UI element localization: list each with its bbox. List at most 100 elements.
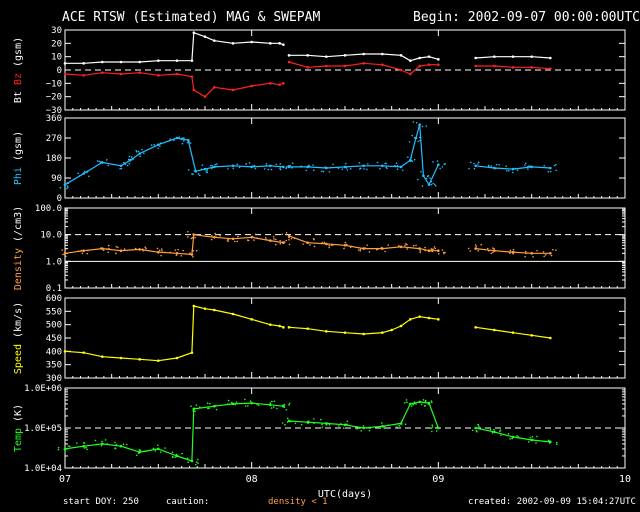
phi-point-scatter [106,159,108,161]
density-point-scatter [524,255,526,258]
temp-point-scatter [197,462,199,465]
temp-point-scatter [145,450,147,453]
density-point-scatter [77,250,80,252]
density-point-scatter [424,249,426,252]
temp-point-scatter [174,456,177,458]
density-point-scatter [552,248,554,251]
phi-point-scatter [529,165,532,168]
phi-point [362,164,365,168]
phi-point-scatter [425,177,428,180]
chart-title: ACE RTSW (Estimated) MAG & SWEPAM [62,10,321,25]
temp-point-scatter [94,439,97,442]
density-point [119,249,123,253]
temp-point-scatter [493,428,495,431]
density-point-scatter [61,249,64,251]
temp-point-scatter [114,441,116,444]
temp-point-scatter [288,402,291,405]
temp-point-scatter [283,406,286,409]
ytick-label-4-0: 1.0E+04 [24,464,62,474]
temp-point-scatter [175,453,178,456]
phi-point-scatter [473,167,476,170]
phi-point-scatter [349,168,352,170]
density-point [269,239,272,242]
temp-point-scatter [181,452,183,455]
speed-series-line-0 [64,305,284,362]
temp-point-scatter [398,424,401,427]
speed-point [278,324,281,328]
temp-point-scatter [548,440,550,443]
density-point-scatter [359,248,362,251]
density-point-scatter [285,239,288,242]
density-point-scatter [190,237,193,240]
phi-point-scatter [514,167,517,170]
temp-point-scatter [187,461,189,464]
phi-point-scatter [159,142,162,144]
density-point-scatter [302,243,304,245]
caution-label: caution: [166,497,210,507]
speed-point [381,331,384,334]
phi-point-scatter [200,168,203,171]
temp-point-scatter [431,430,433,433]
phi-point-scatter [332,163,334,166]
phi-point-scatter [265,164,268,167]
phi-point-scatter [267,168,270,171]
density-point [101,247,104,250]
phi-point-scatter [527,168,529,170]
density-point-scatter [419,249,422,252]
temp-point-scatter [195,461,198,463]
phi-point-scatter [436,160,439,162]
density-point-scatter [281,233,283,236]
phi-point-scatter [430,180,433,183]
density-point-scatter [275,238,277,241]
temp-point-scatter [137,452,140,454]
temp-point-scatter [431,401,433,404]
phi-point-scatter [549,170,552,173]
phi-point-scatter [329,166,332,169]
temp-point-scatter [208,407,210,410]
phi-point-scatter [270,168,273,171]
density-point-scatter [175,254,178,257]
phi-point [203,167,207,171]
density-point-scatter [313,245,316,248]
phi-point-scatter [358,161,361,164]
temp-point-scatter [404,423,407,426]
phi-point-scatter [553,164,556,167]
speed-point [418,315,421,318]
phi-point-scatter [407,156,409,158]
phi-point-scatter [505,169,508,172]
phi-point-scatter [132,158,134,161]
temp-point-scatter [230,401,233,404]
bz-point [101,71,104,74]
bz-point [437,63,440,66]
temp-point-scatter [475,430,478,432]
phi-point-scatter [432,182,434,185]
phi-point-scatter [426,175,429,178]
density-point-scatter [226,239,229,241]
density-point-scatter [272,235,275,238]
ytick-label-0-3: 0 [57,66,62,76]
speed-point [287,326,291,329]
phi-point-scatter [419,123,421,126]
temp-point-scatter [286,421,289,423]
temp-point-scatter [415,403,417,405]
phi-point-scatter [66,185,69,187]
ytick-label-3-0: 300 [46,374,62,384]
temp-point [119,444,123,448]
temp-point-scatter [154,448,156,451]
phi-point-scatter [119,167,121,170]
temp-point-scatter [413,401,416,404]
phi-point-scatter [86,171,88,174]
density-point-scatter [525,252,527,255]
bz-point [119,72,123,76]
density-point-scatter [406,248,408,250]
phi-point-scatter [214,163,217,166]
phi-point-scatter [312,164,314,166]
temp-point [362,426,365,430]
temp-point-scatter [227,399,230,402]
phi-point-scatter [137,150,140,153]
temp-point-scatter [226,403,229,405]
bt-point [306,54,309,57]
density-point-scatter [187,236,189,238]
phi-point-scatter [395,162,398,165]
speed-point [362,332,365,336]
